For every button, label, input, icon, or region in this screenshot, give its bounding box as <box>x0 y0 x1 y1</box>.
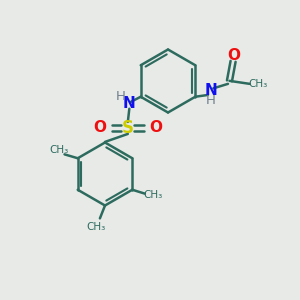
Text: N: N <box>205 83 217 98</box>
Text: S: S <box>122 119 134 137</box>
Text: CH₃: CH₃ <box>248 80 267 89</box>
Text: CH₃: CH₃ <box>144 190 163 200</box>
Text: O: O <box>94 120 107 136</box>
Text: O: O <box>149 120 162 136</box>
Text: CH₃: CH₃ <box>49 145 68 155</box>
Text: H: H <box>206 94 216 107</box>
Text: H: H <box>116 90 126 103</box>
Text: N: N <box>123 96 136 111</box>
Text: O: O <box>227 48 240 63</box>
Text: CH₃: CH₃ <box>86 222 106 233</box>
